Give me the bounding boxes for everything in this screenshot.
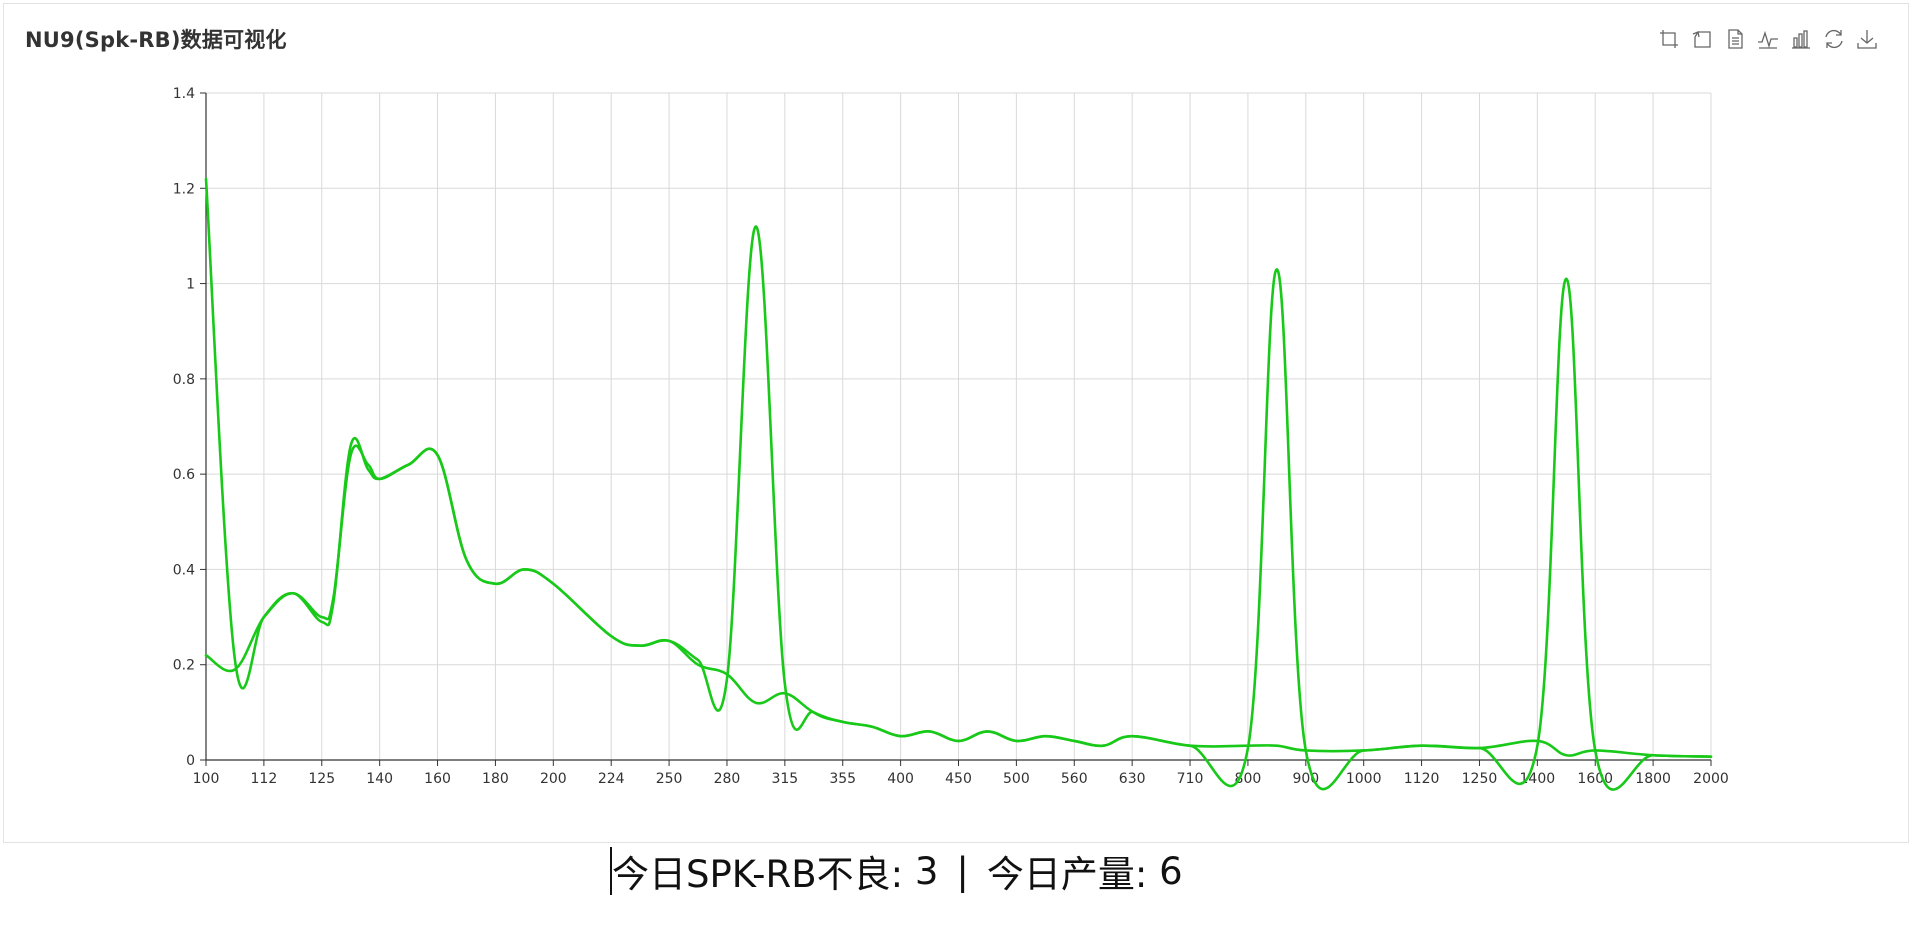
- x-tick-label: 140: [366, 771, 393, 787]
- production-status: 今日SPK-RB不良: 3 | 今日产量: 6: [610, 845, 1183, 897]
- x-tick-label: 180: [482, 771, 509, 787]
- x-tick-label: 500: [1003, 771, 1030, 787]
- output-label: 今日产量:: [986, 853, 1148, 896]
- chart-title: NU9(Spk-RB)数据可视化: [25, 28, 287, 52]
- y-tick-label: 0.6: [173, 467, 195, 483]
- series-lines: [204, 177, 1713, 791]
- defect-label: 今日SPK-RB不良:: [612, 853, 904, 896]
- y-tick-label: 0: [186, 753, 195, 769]
- x-tick-label: 1250: [1462, 771, 1498, 787]
- x-tick-label: 112: [251, 771, 278, 787]
- x-tick-label: 250: [656, 771, 683, 787]
- x-tick-label: 1120: [1404, 771, 1440, 787]
- x-tick-label: 200: [540, 771, 567, 787]
- zoom-reset-icon[interactable]: [1691, 28, 1713, 50]
- defect-count: 3: [914, 849, 939, 893]
- data-view-icon[interactable]: [1724, 28, 1746, 50]
- x-tick-label: 280: [714, 771, 741, 787]
- axes: 100 112 125 140 160 180 200 224 250 280 315 355 400 4…: [173, 86, 1729, 787]
- x-tick-label: 2000: [1693, 771, 1729, 787]
- x-tick-label: 160: [424, 771, 451, 787]
- download-icon[interactable]: [1856, 28, 1878, 50]
- chart-toolbox: [1658, 28, 1878, 50]
- x-tick-label: 630: [1119, 771, 1146, 787]
- x-tick-label: 224: [598, 771, 625, 787]
- x-tick-label: 1000: [1346, 771, 1382, 787]
- bar-chart-icon[interactable]: [1790, 28, 1812, 50]
- text-cursor: [610, 847, 612, 895]
- y-tick-label: 1: [186, 277, 195, 293]
- x-tick-label: 560: [1061, 771, 1088, 787]
- x-tick-label: 1400: [1520, 771, 1556, 787]
- y-tick-label: 1.2: [173, 181, 195, 197]
- y-tick-label: 0.8: [173, 372, 195, 388]
- x-tick-label: 125: [308, 771, 335, 787]
- x-tick-label: 100: [193, 771, 220, 787]
- y-tick-label: 0.4: [173, 562, 195, 578]
- x-tick-label: 315: [771, 771, 798, 787]
- grid-lines: [206, 92, 1712, 760]
- x-tick-label: 1600: [1577, 771, 1613, 787]
- x-tick-label: 400: [887, 771, 914, 787]
- x-tick-label: 710: [1177, 771, 1204, 787]
- chart-panel: NU9(Spk-RB)数据可视化: [3, 3, 1909, 843]
- y-tick-label: 0.2: [173, 658, 195, 674]
- y-tick-label: 1.4: [173, 86, 195, 102]
- status-separator: |: [956, 849, 969, 893]
- x-tick-label: 450: [945, 771, 972, 787]
- x-tick-label: 1800: [1635, 771, 1671, 787]
- line-chart-icon[interactable]: [1757, 28, 1779, 50]
- x-tick-label: 355: [829, 771, 856, 787]
- series-line-2: [204, 436, 1713, 758]
- output-count: 6: [1159, 849, 1183, 893]
- zoom-icon[interactable]: [1658, 28, 1680, 50]
- restore-icon[interactable]: [1823, 28, 1845, 50]
